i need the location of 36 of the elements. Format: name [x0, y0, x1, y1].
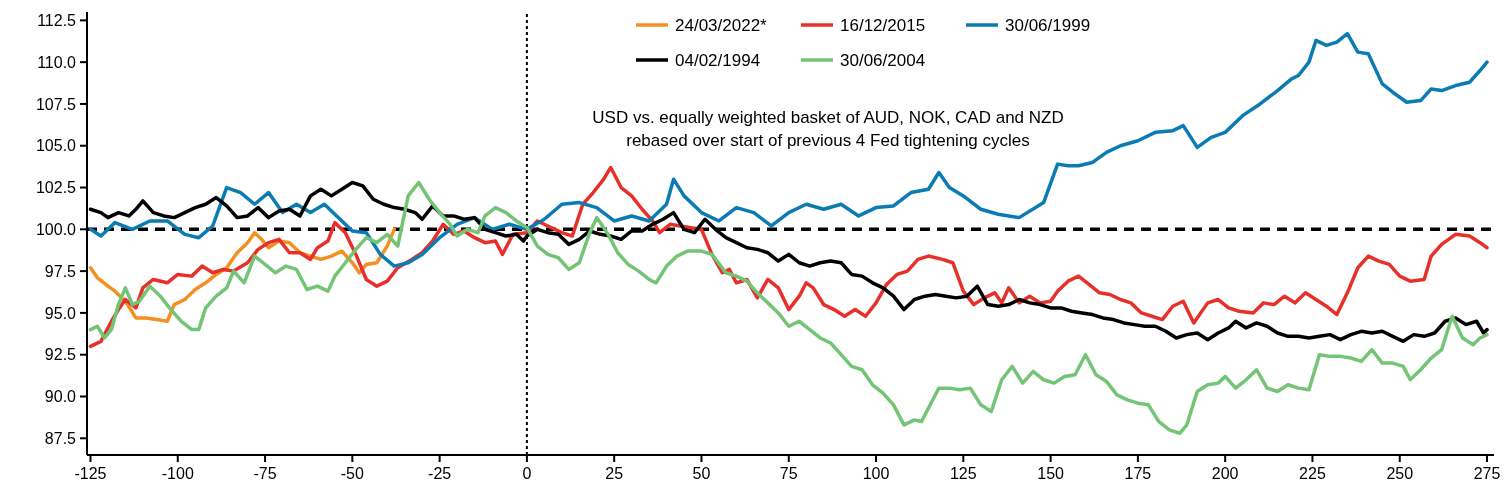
x-tick-label: 200: [1211, 465, 1239, 482]
x-tick-label: -50: [340, 465, 364, 482]
x-tick-label: 225: [1299, 465, 1326, 482]
x-tick-label: 0: [522, 465, 532, 482]
legend-label: 24/03/2022*: [675, 15, 768, 35]
y-tick-label: 102.5: [35, 179, 77, 197]
x-tick-label: 125: [949, 465, 977, 482]
x-tick-label: 25: [605, 465, 624, 482]
x-tick-label: 75: [779, 465, 798, 482]
y-tick-label: 87.5: [44, 429, 77, 447]
y-tick-label: 112.5: [37, 11, 77, 29]
legend-label: 30/06/2004: [840, 50, 926, 70]
y-tick-label: 95.0: [44, 304, 77, 322]
x-tick-label: 175: [1124, 465, 1152, 482]
line-series: [88, 180, 1489, 436]
y-tick-label: 100.0: [35, 220, 77, 238]
x-tick-label: -25: [428, 465, 452, 482]
x-tick-label: -100: [161, 465, 194, 482]
x-tick-label: -125: [74, 465, 107, 482]
annotation: USD vs. equally weighted basket of AUD, NOK, CAD and NZD rebased over start of previous 4 Fed tightening cycles: [592, 108, 1064, 150]
x-tick-label: 50: [692, 465, 711, 482]
x-tick-label: 100: [862, 465, 890, 482]
y-tick-label: 92.5: [44, 346, 77, 364]
x-tick-label: 250: [1386, 465, 1414, 482]
legend-label: 04/02/1994: [675, 50, 761, 70]
legend-label: 16/12/2015: [840, 15, 926, 35]
y-tick-label: 110.0: [37, 53, 77, 71]
y-tick-label: 97.5: [44, 262, 77, 280]
x-tick-label: 150: [1037, 465, 1065, 482]
y-tick-label: 107.5: [35, 95, 77, 113]
legend-label: 30/06/1999: [1005, 15, 1091, 35]
y-tick-label: 90.0: [44, 388, 77, 406]
x-tick-label: -75: [253, 465, 277, 482]
line-series: [88, 31, 1489, 268]
y-tick-label: 105.0: [35, 137, 77, 155]
x-tick-label: 275: [1473, 465, 1501, 482]
